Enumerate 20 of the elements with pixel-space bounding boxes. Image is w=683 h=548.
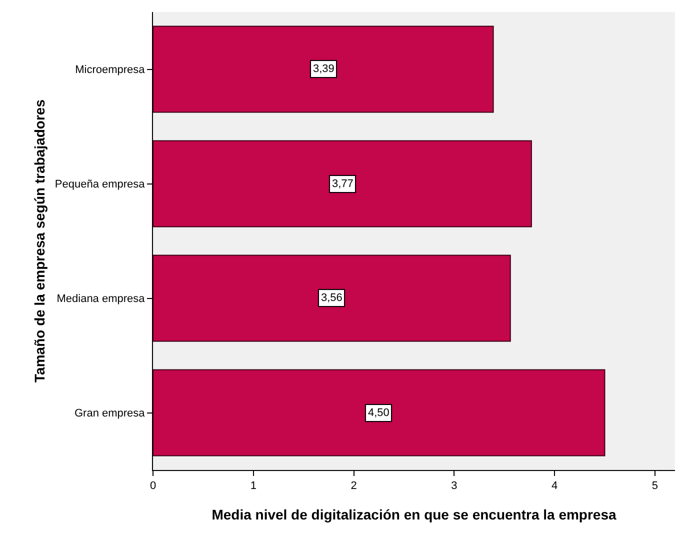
bar (153, 369, 606, 456)
x-tick-label: 5 (652, 480, 658, 492)
bar (153, 26, 494, 113)
y-axis-title: Tamaño de la empresa según trabajadores (31, 99, 48, 382)
data-label: 3,56 (321, 292, 342, 304)
data-label: 3,39 (313, 63, 334, 75)
y-tick-label: Pequeña empresa (54, 178, 146, 191)
x-axis-title: Media nivel de digitalización en que se encuentra la empresa (212, 506, 617, 522)
data-label: 4,50 (368, 407, 390, 419)
x-tick-label: 1 (250, 480, 256, 492)
y-tick-label: Microempresa (75, 64, 146, 76)
y-tick-label: Gran empresa (74, 408, 146, 420)
bar (153, 140, 532, 228)
y-tick-label: Mediana empresa (56, 293, 146, 306)
x-tick-label: 4 (551, 480, 558, 492)
x-tick-label: 0 (150, 480, 156, 492)
data-label: 3,77 (332, 178, 354, 190)
x-tick-label: 2 (350, 480, 357, 492)
bar (153, 254, 511, 342)
x-tick-label: 3 (451, 480, 458, 492)
